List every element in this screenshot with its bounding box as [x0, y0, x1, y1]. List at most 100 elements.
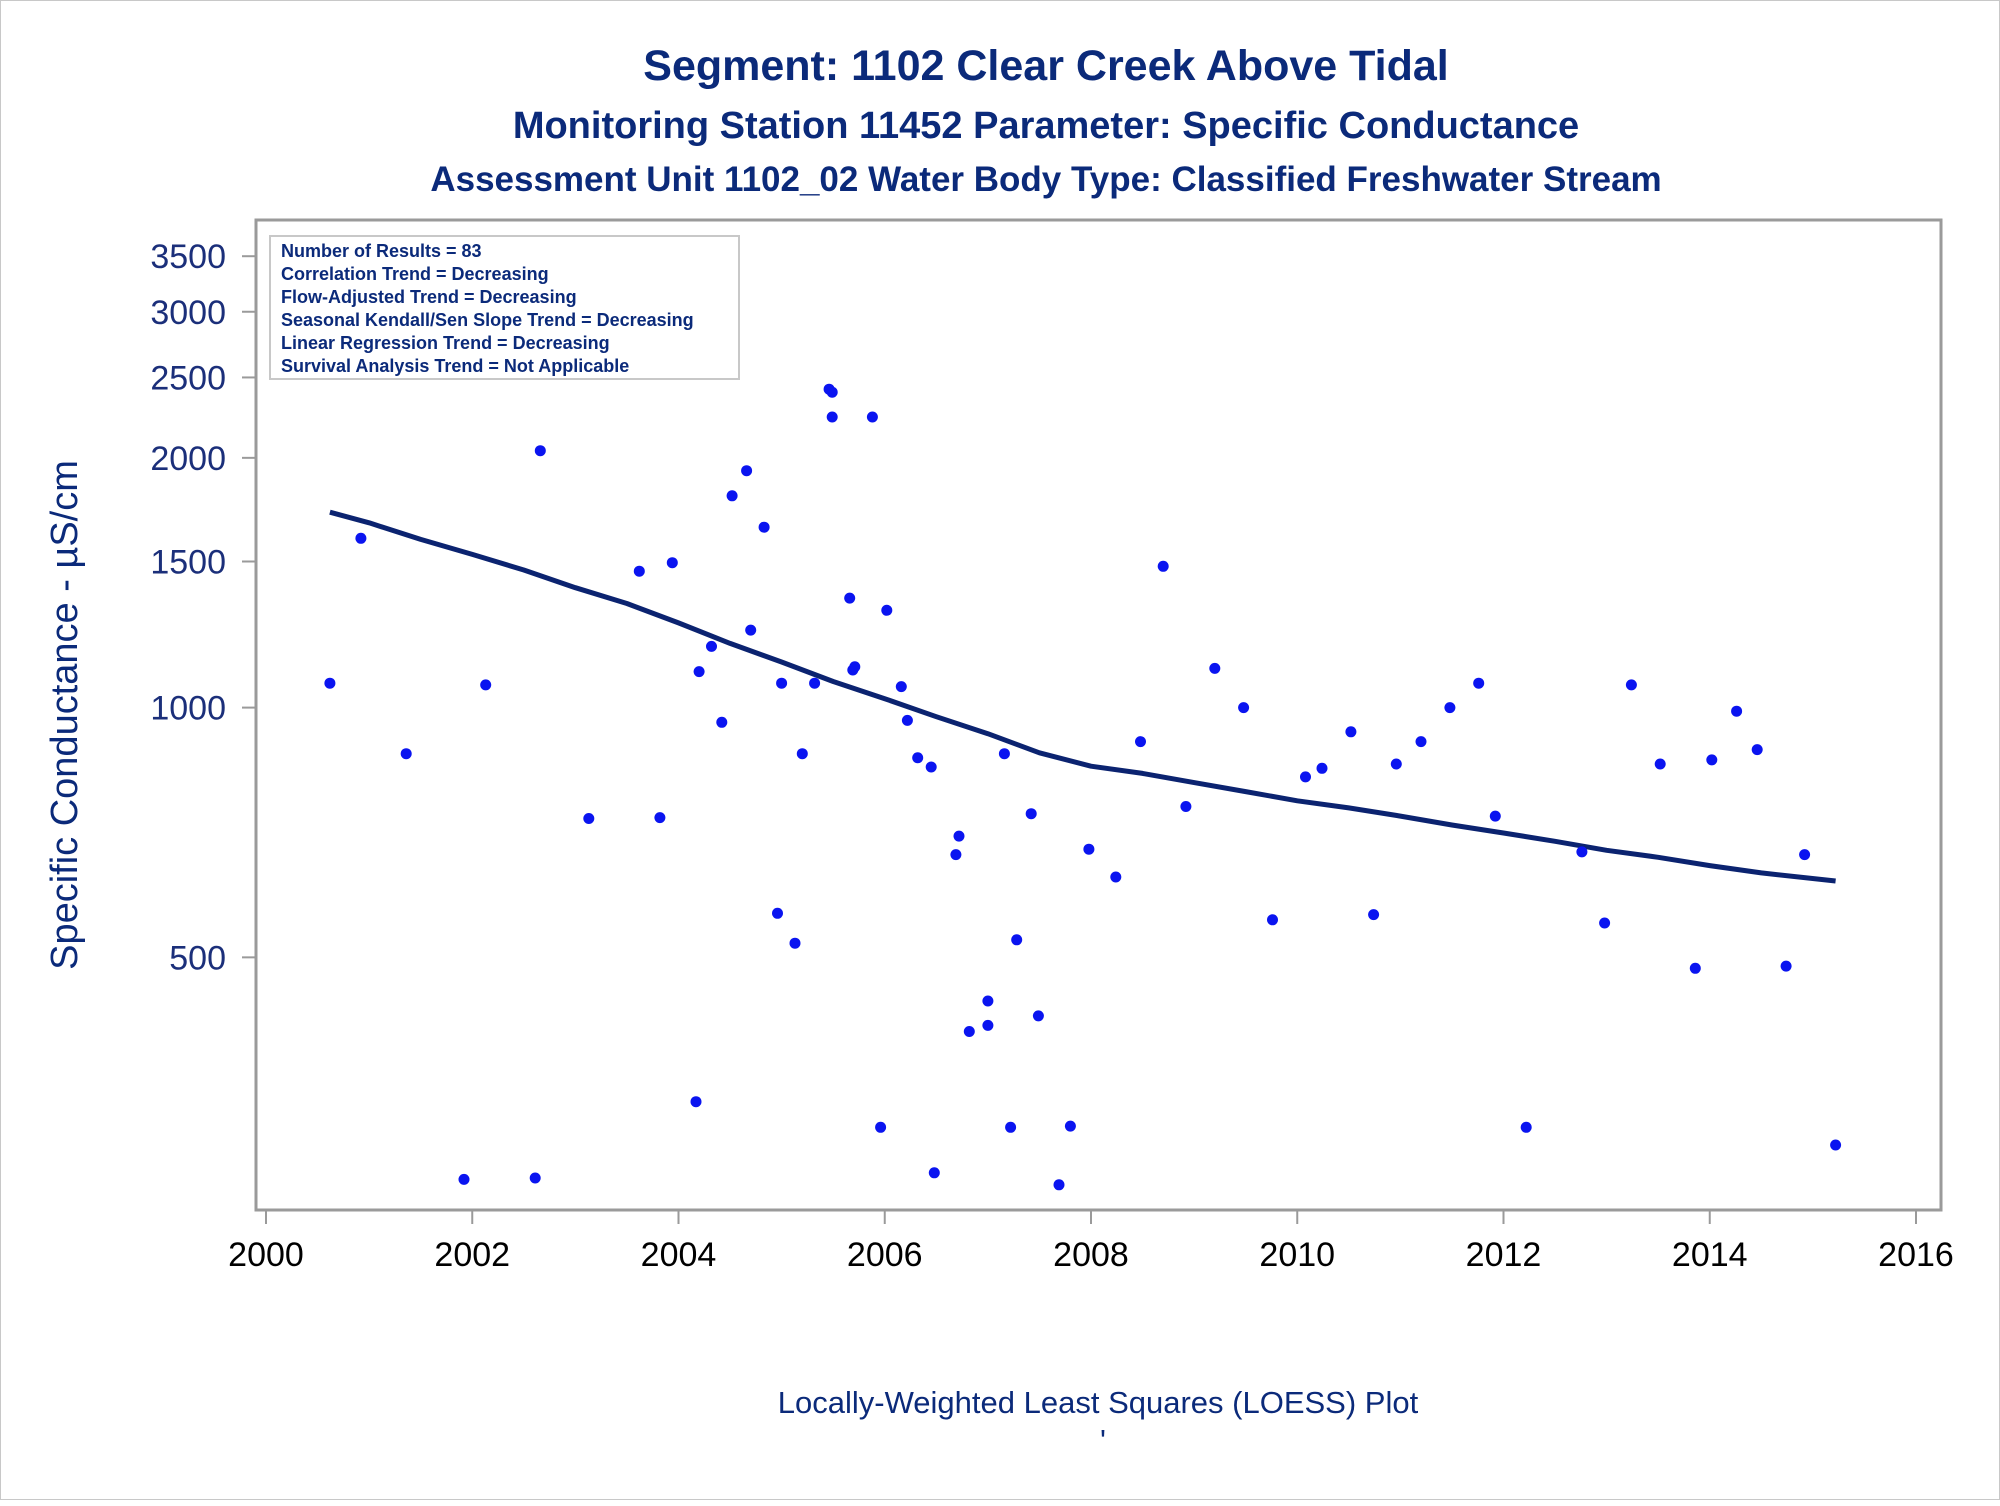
data-marks: [324, 235, 1842, 1191]
data-point: [925, 761, 937, 773]
data-point: [998, 748, 1010, 760]
data-point: [875, 1121, 887, 1133]
data-point: [826, 386, 838, 398]
data-point: [1625, 679, 1637, 691]
y-tick-label: 2500: [150, 359, 226, 397]
data-point: [1390, 758, 1402, 770]
footer-mark: ': [1100, 1423, 1106, 1458]
data-point: [690, 1096, 702, 1108]
data-point: [982, 1019, 994, 1031]
data-point: [654, 812, 666, 824]
data-point: [706, 640, 717, 652]
data-point: [1267, 914, 1278, 926]
x-axis: 2000 2002 2004 2006 2008 2010 2012 2014 2016: [228, 1210, 1954, 1274]
stats-legend-box: Number of Results = 83 Correlation Trend…: [269, 235, 740, 380]
data-point: [1180, 801, 1192, 812]
plot-area: [254, 218, 1943, 1212]
data-point: [901, 714, 913, 726]
data-point: [849, 661, 861, 673]
chart-subtitle-station: Monitoring Station 11452 Parameter: Spec…: [513, 105, 1579, 147]
data-point: [1751, 744, 1763, 756]
data-point: [953, 830, 965, 842]
y-tick-label: 1500: [150, 544, 226, 582]
data-point: [583, 813, 595, 824]
data-point: [1053, 1179, 1065, 1191]
data-point: [772, 907, 783, 919]
data-point: [1157, 560, 1169, 572]
data-point: [881, 604, 893, 616]
chart-subtitle-assessment: Assessment Unit 1102_02 Water Body Type:…: [430, 160, 1661, 199]
footer-caption: Locally-Weighted Least Squares (LOESS) P…: [778, 1385, 1419, 1420]
y-tick-label: 2000: [150, 440, 226, 478]
data-point: [529, 1172, 541, 1184]
data-point: [480, 679, 492, 691]
stats-line-linear-regression: Linear Regression Trend = Decreasing: [281, 333, 610, 353]
data-point: [1706, 754, 1718, 766]
data-point: [789, 937, 801, 949]
data-point: [928, 1167, 940, 1179]
data-point: [400, 748, 412, 760]
x-tick-label: 2014: [1672, 1236, 1748, 1274]
data-point: [776, 677, 788, 689]
y-axis-label: Specific Conductance - µS/cm: [44, 460, 86, 970]
x-tick-label: 2010: [1259, 1236, 1335, 1274]
data-point: [1300, 771, 1311, 783]
x-tick-label: 2012: [1466, 1236, 1542, 1274]
stats-line-survival-analysis: Survival Analysis Trend = Not Applicable: [281, 356, 629, 376]
data-point: [633, 565, 645, 577]
data-point: [758, 521, 770, 533]
data-point: [1473, 677, 1485, 689]
data-point: [1005, 1121, 1017, 1133]
data-point: [666, 557, 678, 569]
data-point: [912, 752, 924, 764]
data-point: [1654, 758, 1666, 770]
data-point: [534, 445, 546, 457]
data-point: [1238, 702, 1250, 714]
loess-trend-line: [329, 509, 1836, 884]
data-point: [355, 532, 367, 544]
data-point: [324, 677, 336, 689]
data-point: [1599, 917, 1611, 929]
x-tick-label: 2002: [434, 1236, 510, 1274]
data-point: [1731, 705, 1743, 717]
stats-line-count: Number of Results = 83: [281, 241, 482, 261]
x-tick-label: 2016: [1878, 1236, 1954, 1274]
data-point: [1064, 1120, 1076, 1132]
y-axis: 500 1000 1500 2000 2500 3000 3500: [150, 238, 256, 977]
x-tick-label: 2004: [641, 1236, 717, 1274]
x-tick-label: 2008: [1053, 1236, 1129, 1274]
data-point: [1135, 736, 1146, 748]
data-point: [1025, 808, 1037, 820]
data-point: [1489, 810, 1501, 822]
data-point: [1110, 871, 1122, 883]
data-point: [963, 1026, 975, 1037]
data-point: [844, 592, 856, 604]
y-tick-label: 1000: [150, 690, 226, 728]
chart-title: Segment: 1102 Clear Creek Above Tidal: [643, 42, 1448, 90]
x-tick-label: 2000: [228, 1236, 304, 1274]
data-point: [1444, 702, 1456, 714]
y-tick-label: 500: [169, 939, 226, 977]
data-point: [741, 465, 753, 477]
data-point: [693, 666, 705, 678]
data-point: [716, 716, 728, 728]
data-point: [826, 411, 838, 423]
data-point: [1209, 662, 1221, 674]
data-point: [809, 677, 821, 689]
data-point: [1799, 849, 1811, 861]
data-point: [1830, 1139, 1842, 1151]
data-point: [1011, 934, 1023, 946]
stats-line-flow-adjusted: Flow-Adjusted Trend = Decreasing: [281, 287, 577, 307]
data-point: [458, 1173, 470, 1185]
data-point: [796, 748, 808, 760]
data-point: [1368, 909, 1380, 921]
data-point: [1032, 1010, 1044, 1022]
data-point: [1083, 843, 1095, 855]
data-point: [1415, 736, 1427, 748]
data-point: [895, 681, 907, 693]
data-point: [866, 411, 878, 423]
y-tick-label: 3500: [150, 238, 226, 276]
x-tick-label: 2006: [847, 1236, 923, 1274]
data-point: [726, 490, 738, 502]
